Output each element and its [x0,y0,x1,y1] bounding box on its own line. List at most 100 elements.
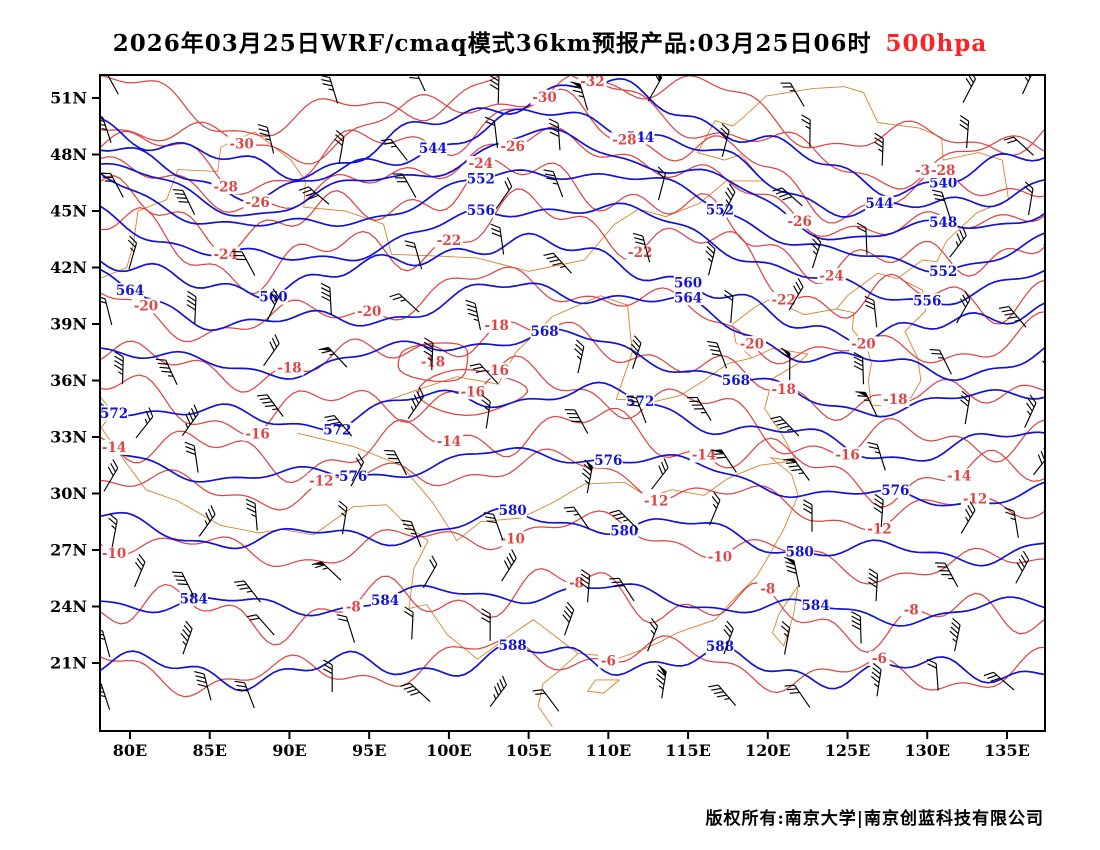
height-contour-564 [101,269,1044,382]
contour-label: -14 [102,440,126,456]
wind-barb [772,187,803,207]
height-contour-588 [101,644,1044,692]
wind-barb [722,183,736,217]
x-axis-label: 95E [352,741,386,760]
wind-barb [180,620,193,655]
wind-barb [1022,76,1032,95]
temperature-contour--14 [101,407,1044,508]
temperature-contour--28 [101,88,1044,224]
wind-barb [810,234,822,269]
contour-label: 584 [371,593,399,609]
chart-title: 2026年03月25日WRF/cmaq模式36km预报产品:03月25日06时 5… [0,24,1100,58]
contour-label: 584 [180,591,208,607]
contour-label-halo [418,140,448,156]
contour-label-halo [928,162,958,178]
wind-barb [548,118,561,151]
wind-barb [114,351,124,384]
contour-label: -10 [708,550,732,566]
contour-label: -32 [580,74,604,90]
contour-label: 540 [929,175,957,191]
contour-label: 560 [674,275,702,291]
contour-label-halo [881,482,910,498]
x-axis-label: 130E [904,741,950,760]
wind-barb [490,223,505,255]
contour-label: 544 [419,141,447,157]
contour-label: -8 [760,581,775,597]
wind-barb [409,76,426,92]
contour-label-halo [705,549,735,565]
wind-barb [257,123,275,154]
contour-label: -16 [245,426,269,442]
temperature-closed-cell--18 [397,342,469,383]
contour-label-halo [865,521,894,537]
contour-label-halo [769,292,798,308]
wind-barb [562,601,575,636]
wind-barb [770,415,800,437]
contour-label: 572 [100,406,128,422]
x-axis-label: 135E [984,741,1030,760]
wind-barb [483,512,504,541]
contour-label: -18 [772,382,796,398]
wind-barb [392,173,417,198]
wind-barb [707,340,728,369]
temperature-contour--20 [101,266,1044,365]
wind-barb [960,501,976,534]
contour-label-halo [101,545,129,561]
wind-barb [384,449,408,476]
height-contour-548 [101,127,1044,241]
wind-barb [324,415,353,437]
wind-barb [956,290,971,324]
wind-barb [171,571,195,598]
contour-label: 564 [116,283,144,299]
coastline-border-path [537,653,579,728]
wind-barb [655,664,667,699]
contour-label-halo [530,323,559,339]
contour-label-halo [458,384,488,400]
contour-label: 548 [929,215,957,231]
contour-label: -10 [102,546,126,562]
wind-barb [338,500,348,535]
wind-barb [626,395,647,424]
x-axis-label: 85E [192,741,226,760]
wind-barb [380,138,408,161]
contour-label: -30 [229,137,253,153]
wind-barb [232,250,256,276]
wind-barb [320,76,339,104]
contour-label: -18 [883,392,907,408]
contour-label: -18 [421,354,445,370]
height-contour-568 [101,328,1044,418]
contour-label: 588 [499,638,527,654]
wind-barb [959,114,970,149]
contour-label-halo [354,303,384,319]
contour-label: -22 [772,292,796,308]
wind-barb [656,166,666,201]
wind-barb [495,177,513,210]
wind-barb [563,506,590,530]
contour-label-halo [211,246,240,262]
wind-barb [1024,181,1034,216]
wind-barb [629,335,642,370]
plot-frame [99,74,1046,732]
wind-barb [481,608,491,641]
contour-label-halo [482,317,511,333]
height-contour-540 [101,77,1044,198]
contour-label: -24 [213,247,237,263]
x-axis-label: 105E [506,741,552,760]
contour-label: -16 [485,363,509,379]
contour-label-halo [785,544,814,560]
wind-barb [181,404,199,437]
wind-barb [1003,136,1034,156]
wind-barb [935,562,959,588]
wind-barb [233,580,261,603]
temperature-contour--24 [101,158,1044,285]
contour-label: 552 [467,172,495,188]
x-axis-label: 110E [586,741,632,760]
coastline-border-path [772,585,799,647]
height-contour-560 [101,232,1044,344]
wind-barb [580,569,591,603]
height-contour-552 [101,169,1044,274]
wind-barb [318,346,348,368]
wind-barb [389,293,420,313]
contour-label: -16 [461,384,485,400]
contour-label-halo [101,439,129,455]
